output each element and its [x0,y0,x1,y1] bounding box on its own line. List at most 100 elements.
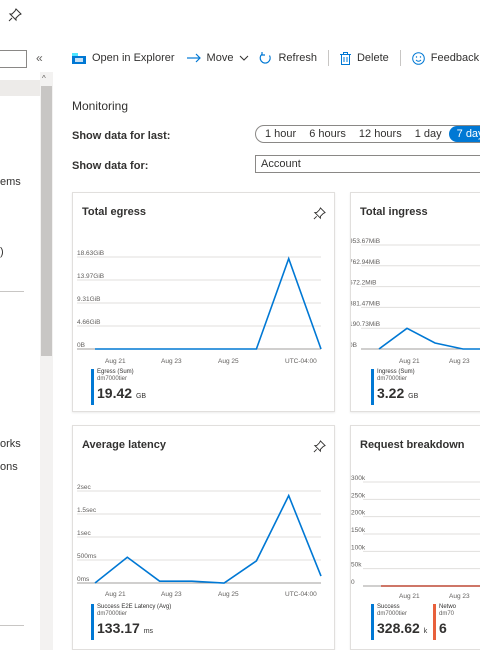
x-tick-label: Aug 25 [218,358,239,365]
y-tick-label: 381.47MiB [351,300,380,307]
y-tick-label: 50k [351,562,362,569]
time-option-12-hours[interactable]: 12 hours [358,128,402,140]
section-title: Monitoring [72,99,129,113]
move-button[interactable]: Move [186,52,250,64]
y-tick-label: 0B [77,342,85,349]
time-option-1-hour[interactable]: 1 hour [265,128,297,140]
trash-icon [339,51,351,65]
storage-explorer-icon [72,53,86,64]
smiley-icon [411,51,425,65]
x-tick-label: Aug 23 [449,358,470,365]
feedback-label: Feedback [430,52,480,64]
collapse-menu-button[interactable]: « [36,51,43,65]
sidebar-scrollbar[interactable]: ^ [40,72,53,650]
menu-divider [0,291,24,292]
legend-value: 133.17 ms [97,620,153,636]
legend-value: 3.22 GB [377,385,418,401]
x-tick-label: Aug 21 [399,358,420,365]
requests-line-chart: 300k 250k 200k 150k 100k 50k 0 Aug 21 Aug 23 [351,475,480,600]
time-option-6-hours[interactable]: 6 hours [309,128,346,140]
latency-chart-tile[interactable]: Average latency 2sec 1.5sec 1sec 500ms 0ms Au… [72,425,335,650]
move-label: Move [206,52,234,64]
legend-metric-name: Netwo [439,604,457,610]
legend-resource-name: dm7000tier [377,611,408,617]
scroll-up-arrow[interactable]: ^ [42,74,46,83]
refresh-label: Refresh [278,52,317,64]
series-line [95,256,322,350]
legend-metric-name: Ingress (Sum) [377,369,415,375]
y-tick-label: 572.2MiB [351,280,376,287]
legend-metric-name: Success E2E Latency (Avg) [97,604,172,610]
menu-item-networks[interactable]: orks [0,438,21,450]
resource-menu-sidebar: « ems ) orks ons ^ [0,0,54,650]
legend-value-number: 133.17 [97,620,140,636]
time-range-selector: 1 hour 6 hours 12 hours 1 day 7 days [255,125,480,143]
ingress-chart-tile[interactable]: Total ingress 953.67MiB 762.94MiB 572.2MiB… [350,192,480,412]
legend-value: 6 [439,620,447,636]
y-tick-label: 500ms [77,553,97,560]
x-tick-label: Aug 21 [399,593,420,600]
y-tick-label: 9.31GiB [77,296,101,303]
menu-search-input[interactable] [0,50,27,68]
legend-value-number: 19.42 [97,385,133,401]
legend-resource-name: dm70 [439,611,455,617]
delete-button[interactable]: Delete [339,51,389,65]
pin-icon[interactable] [313,440,326,453]
y-tick-label: 250k [351,492,366,499]
x-tick-label: Aug 23 [161,358,182,365]
egress-chart-tile[interactable]: Total egress 18.63GiB 13.97GiB 9.31GiB 4.66… [72,192,335,412]
legend-color-bar [91,369,94,405]
y-tick-label: 0ms [77,576,90,583]
refresh-button[interactable]: Refresh [259,51,317,65]
delete-label: Delete [356,52,389,64]
y-tick-label: 1sec [77,530,91,537]
feedback-button[interactable]: Feedback [411,51,480,65]
legend-metric-name: Success [377,604,400,610]
legend-value-unit: ms [143,628,154,635]
arrow-right-icon [186,53,201,63]
y-tick-label: 0B [351,342,357,349]
y-tick-label: 200k [351,510,366,517]
menu-item-connections[interactable]: ons [0,461,18,473]
time-option-7-days[interactable]: 7 days [448,126,480,142]
legend-resource-name: dm7000tier [97,376,128,382]
tile-title: Total egress [82,206,146,218]
menu-item-containers[interactable]: ems [0,176,21,188]
pin-icon[interactable] [313,207,326,220]
scroll-thumb[interactable] [41,86,52,356]
scope-label: Show data for: [72,160,149,172]
scope-dropdown[interactable]: Account [255,155,480,173]
legend-metric-name: Egress (Sum) [97,369,134,375]
y-tick-label: 1.5sec [77,507,97,514]
legend-value-unit: GB [135,393,147,400]
legend-value: 328.62 k [377,620,427,636]
time-range-label: Show data for last: [72,130,171,142]
x-tick-label: UTC-04:00 [285,358,317,365]
legend-value-number: 3.22 [377,385,405,401]
x-tick-label: Aug 25 [218,591,239,598]
command-bar: Open in Explorer Move Refresh [72,48,479,68]
y-tick-label: 190.73MiB [351,321,380,328]
tile-title: Average latency [82,439,166,451]
legend-value: 19.42 GB [97,385,146,401]
x-tick-label: Aug 21 [105,591,126,598]
selected-menu-item[interactable] [0,80,40,96]
x-tick-label: Aug 23 [161,591,182,598]
ingress-line-chart: 953.67MiB 762.94MiB 572.2MiB 381.47MiB 190.7… [351,238,480,365]
x-tick-label: Aug 21 [105,358,126,365]
y-tick-label: 0 [351,579,355,586]
menu-item-partial[interactable]: ) [0,246,4,258]
y-tick-label: 2sec [77,484,91,491]
y-tick-label: 300k [351,475,366,482]
time-option-1-day[interactable]: 1 day [414,128,442,140]
y-tick-label: 762.94MiB [351,259,380,266]
open-in-explorer-button[interactable]: Open in Explorer [72,52,175,64]
legend-resource-name: dm7000tier [377,376,408,382]
y-tick-label: 13.97GiB [77,273,104,280]
toolbar-separator [327,50,329,66]
requests-chart-tile[interactable]: Request breakdown 300k 250k 200k 150k 100k 50… [350,425,480,650]
legend-value-number: 328.62 [377,620,420,636]
legend-color-bar [371,604,374,640]
legend-color-bar [371,369,374,405]
pin-icon[interactable] [8,8,22,22]
